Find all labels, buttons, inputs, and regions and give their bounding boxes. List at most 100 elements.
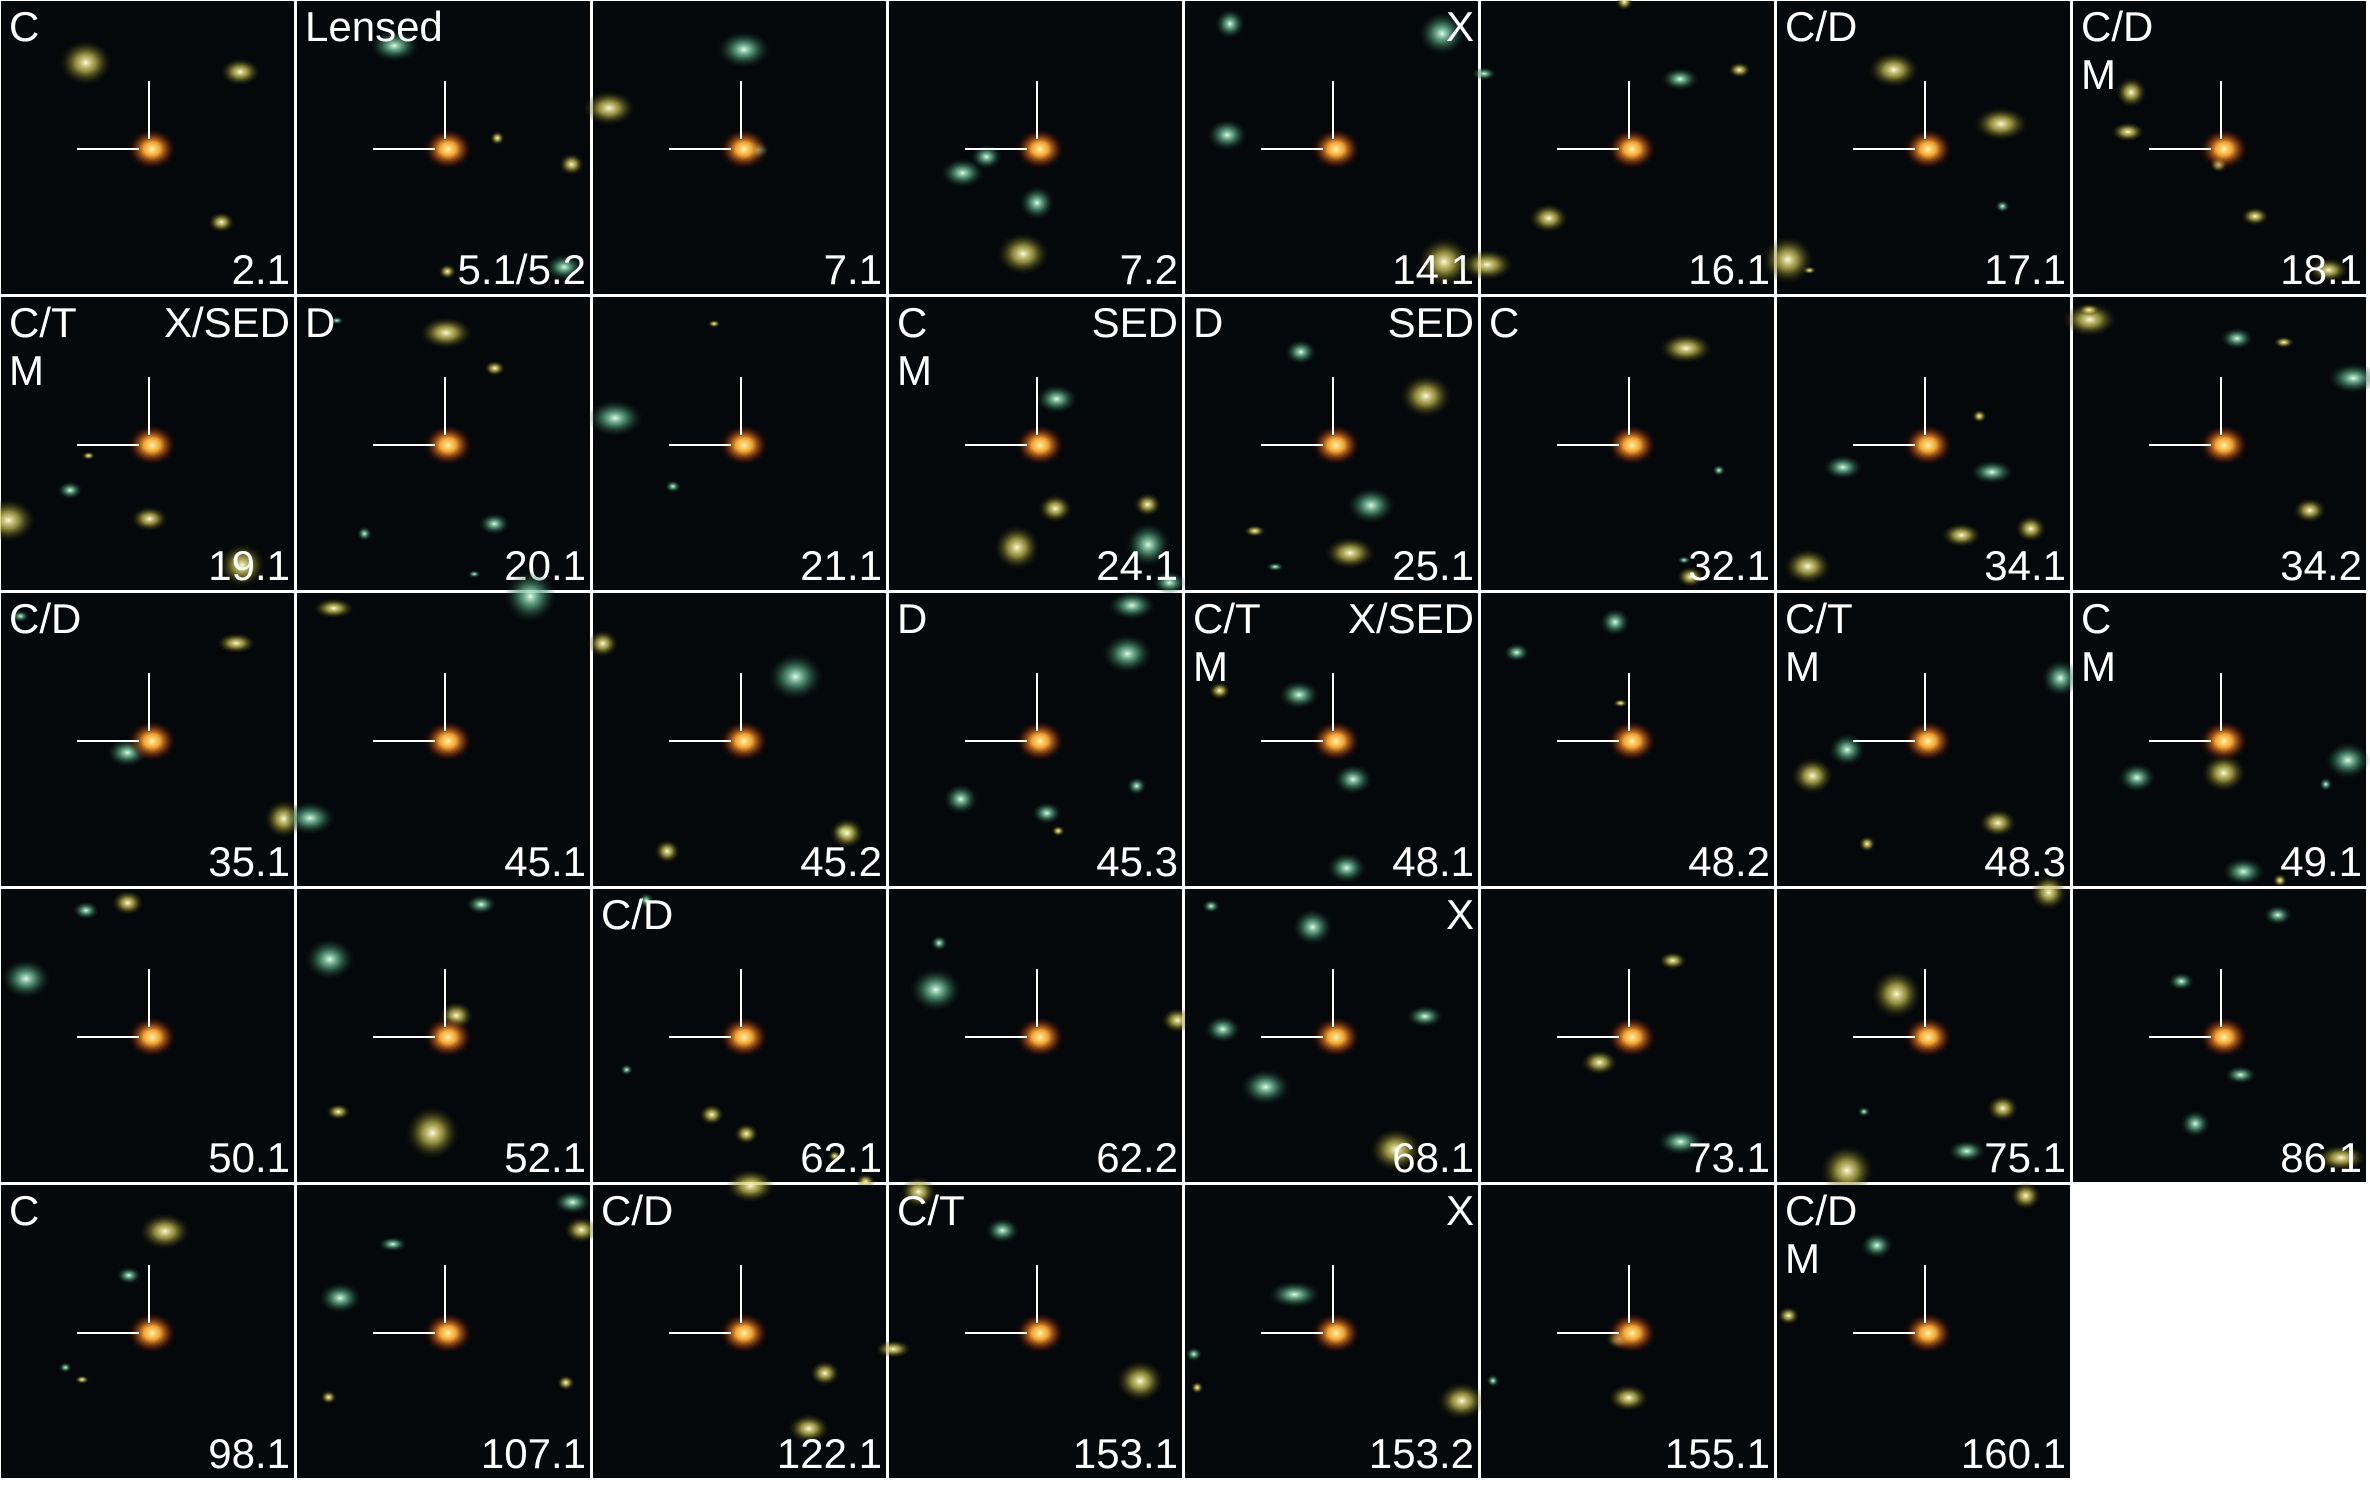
field-source: [1974, 107, 2029, 141]
field-source: [466, 894, 496, 915]
image-stamp: 75.1: [1777, 874, 2070, 1197]
target-galaxy: [424, 1017, 472, 1057]
field-source: [2220, 327, 2254, 350]
field-source: [1417, 237, 1471, 287]
field-source: [1036, 384, 1078, 414]
class-label: C: [9, 1187, 39, 1234]
field-source: [665, 480, 681, 493]
field-source: [1657, 1128, 1703, 1156]
object-id: 75.1: [1984, 1134, 2066, 1181]
field-source: [620, 1064, 633, 1076]
field-source: [111, 890, 144, 916]
image-stamp: 62.2: [889, 889, 1194, 1182]
field-source: [1861, 1232, 1893, 1259]
field-source: [564, 1216, 599, 1244]
field-source: [326, 1103, 351, 1120]
field-source: [1241, 1069, 1291, 1105]
field-source: [943, 784, 978, 815]
object-id: 86.1: [2280, 1134, 2362, 1181]
image-stamp: C 32.1: [1481, 297, 1774, 590]
field-source: [357, 526, 372, 541]
target-galaxy: [424, 1313, 472, 1353]
class-label: C/T: [1785, 595, 1853, 642]
field-source: [985, 1217, 1020, 1244]
field-source: [2115, 77, 2147, 108]
object-id: 24.1: [1096, 542, 1178, 589]
field-source: [1608, 1384, 1649, 1412]
target-galaxy: [128, 721, 176, 761]
field-source: [725, 1169, 776, 1203]
field-source: [1972, 409, 1987, 423]
field-source: [1244, 525, 1266, 537]
field-source: [1677, 566, 1704, 588]
field-source: [1019, 186, 1055, 220]
field-source: [1858, 836, 1876, 852]
field-source: [1868, 51, 1920, 88]
target-galaxy: [424, 129, 472, 169]
object-id: 21.1: [800, 542, 882, 589]
field-source: [2263, 905, 2292, 925]
target-galaxy: [1312, 1017, 1360, 1057]
field-source: [72, 901, 99, 920]
image-stamp: C/D 62.1: [593, 889, 886, 1190]
field-source: [717, 30, 771, 69]
field-source: [1406, 1005, 1443, 1028]
target-galaxy: [128, 425, 176, 465]
field-source: [0, 498, 36, 542]
field-source: [1728, 62, 1751, 78]
field-source: [318, 1282, 362, 1314]
field-source: [1209, 682, 1231, 700]
field-source: [1202, 899, 1220, 913]
field-source: [305, 938, 355, 980]
field-source: [419, 316, 473, 349]
object-id: 16.1: [1688, 246, 1770, 293]
image-stamp: X 153.2: [1185, 1185, 1486, 1478]
field-source: [1437, 1382, 1486, 1420]
field-source: [638, 892, 654, 908]
field-source: [1215, 8, 1245, 39]
image-stamp: 21.1: [587, 297, 886, 590]
image-stamp: C/T 153.1: [875, 1176, 1182, 1478]
object-id: 5.1/5.2: [458, 246, 586, 293]
merger-label: M: [897, 347, 932, 394]
image-stamp: 73.1: [1481, 889, 1774, 1182]
field-source: [131, 506, 168, 532]
field-source: [1116, 1360, 1164, 1402]
field-source: [1, 958, 51, 999]
object-id: 155.1: [1665, 1430, 1770, 1477]
target-galaxy: [1904, 1017, 1952, 1057]
field-source: [1333, 764, 1373, 795]
object-id: 52.1: [504, 1134, 586, 1181]
field-source: [708, 319, 721, 328]
target-galaxy: [424, 425, 472, 465]
class-label: D: [897, 595, 927, 642]
field-source: [59, 39, 113, 86]
flag-label: SED: [1092, 299, 1178, 346]
field-source: [1987, 1094, 2019, 1122]
object-id: 34.2: [2280, 542, 2362, 589]
image-stamp: CM SED 24.1: [889, 297, 1187, 595]
field-source: [1347, 487, 1395, 524]
class-label: D: [1193, 299, 1223, 346]
field-source: [220, 58, 261, 86]
field-source: [875, 1340, 912, 1358]
field-source: [1777, 1306, 1800, 1325]
target-galaxy: [2200, 425, 2248, 465]
field-source: [1658, 951, 1687, 970]
target-galaxy: [424, 721, 472, 761]
target-galaxy: [1312, 1313, 1360, 1353]
target-galaxy: [128, 1017, 176, 1057]
field-source: [1369, 1127, 1423, 1172]
field-source: [2222, 857, 2265, 886]
field-source: [490, 131, 505, 146]
object-id: 45.2: [800, 838, 882, 885]
field-source: [219, 543, 266, 588]
image-stamp: C/TM X/SED 48.1: [1185, 593, 1478, 886]
image-stamp: 50.1: [1, 889, 294, 1182]
target-galaxy: [1312, 721, 1360, 761]
image-stamp: D 45.3: [889, 590, 1182, 886]
field-source: [1995, 200, 2010, 213]
object-id: 34.1: [1984, 542, 2066, 589]
field-source: [2273, 336, 2295, 349]
target-galaxy: [1608, 1313, 1656, 1353]
